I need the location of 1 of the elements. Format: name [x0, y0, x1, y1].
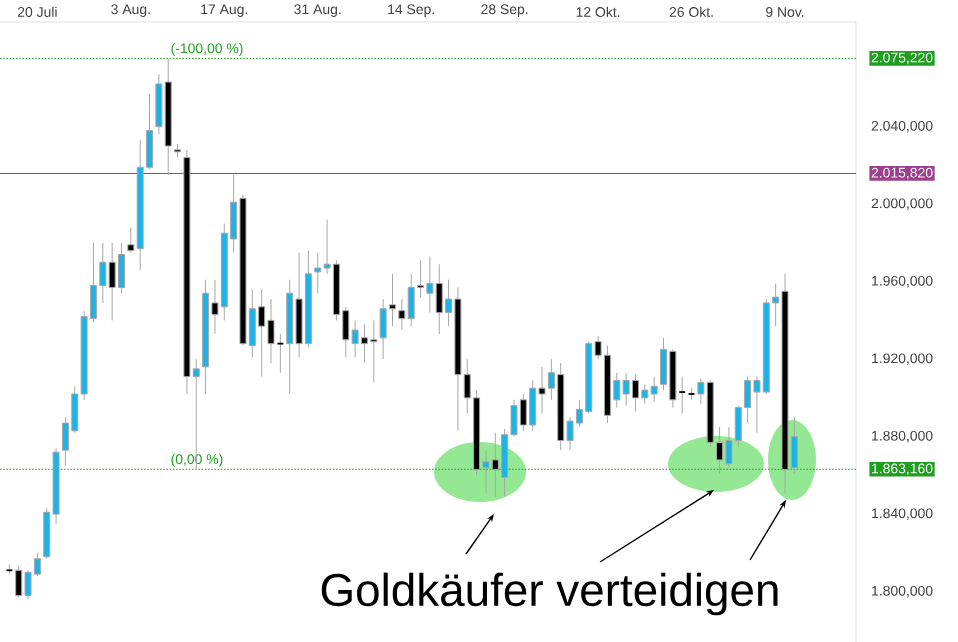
annotation: Goldkäufer verteidigen: [321, 572, 778, 616]
